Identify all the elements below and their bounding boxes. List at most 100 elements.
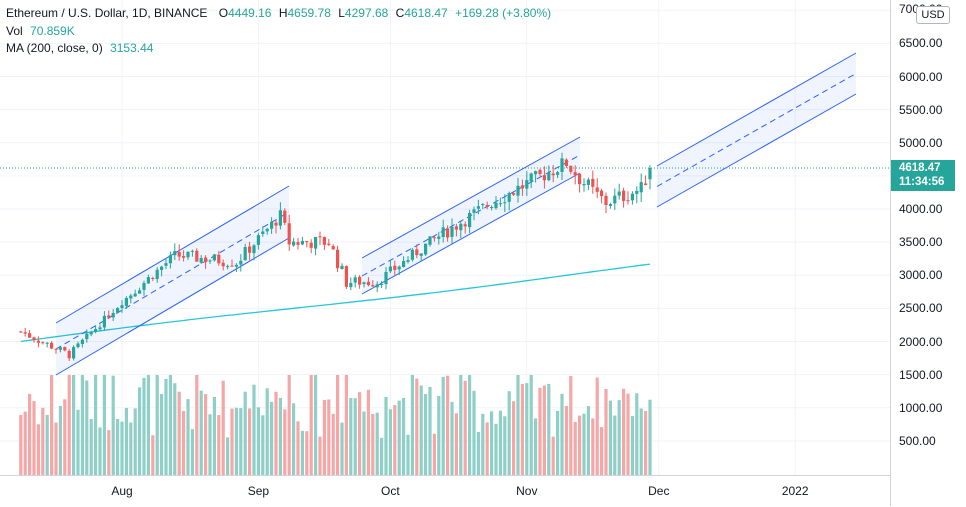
candle-body [314,236,318,249]
volume-bar [314,375,318,475]
candle-body [142,282,146,290]
candle-body [89,332,93,335]
candle-body [556,172,560,175]
candle-body [45,342,49,344]
bar-countdown: 11:34:56 [899,176,945,188]
candle-body [463,224,467,227]
volume-bar [516,375,520,475]
volume-bar [72,375,76,475]
volume-bar [76,409,80,475]
volume-bar [582,413,586,475]
candle-body [230,265,234,267]
volume-bar [226,437,230,475]
volume-bar [98,427,102,475]
candle-body [529,173,533,182]
candle-body [560,158,564,172]
candle-body [520,185,524,189]
volume-bar [459,375,463,475]
volume-bar [168,375,172,475]
legend-close-value: 4618.47 [404,6,448,20]
candle-body [278,210,282,226]
price-tick: 6000.00 [899,69,943,84]
channel-lower-line [55,237,290,376]
volume-bar [608,400,612,475]
price-axis[interactable]: 6500.006000.005500.005000.004500.004000.… [890,0,966,506]
candle-body [573,172,577,176]
candle-body [393,265,397,270]
channel-upper-line [361,136,581,259]
candle-body [243,247,247,261]
volume-bar [397,400,401,475]
channel-median-line [55,211,290,350]
volume-bar [89,419,93,475]
volume-bar [252,384,256,475]
volume-bar [569,376,573,475]
legend-open-label: O [218,6,229,20]
candle-body [133,293,137,297]
volume-bar [617,400,621,475]
volume-bar [344,375,348,475]
candle-body [639,182,643,193]
chart-plot-area[interactable]: Ethereum / U.S. Dollar, 1D, BINANCE O444… [0,0,890,475]
candle-body [199,258,203,263]
candle-body [116,308,120,313]
candle-body [204,257,208,263]
candle-body [428,236,432,245]
candle-body [76,343,80,348]
candle-body [80,339,84,344]
volume-bar [265,388,269,475]
time-tick: Sep [247,484,270,498]
candle-body [265,228,269,232]
currency-button[interactable]: USD [916,6,950,24]
volume-bar [630,416,634,475]
volume-bar [322,399,326,475]
volume-bar [437,395,441,475]
time-tick: 2022 [781,484,809,498]
gridlines [0,0,890,475]
candle-body [402,260,406,267]
candle-body [283,210,287,223]
candle-body [173,251,177,256]
volume-bar [613,415,617,475]
volume-bar [120,421,124,475]
volume-bar [190,429,194,475]
candle-body [512,193,516,195]
candle-body [186,251,190,258]
last-price-label: 4618.47 11:34:56 [891,160,955,191]
candle-body [322,237,326,245]
volume-bar [45,414,49,475]
price-tick: 3000.00 [899,268,943,283]
legend-low-value: 4297.68 [344,6,389,20]
candle-body [94,329,98,333]
legend-volume-row[interactable]: Vol 70.859K [6,24,75,38]
volume-bar [410,375,414,475]
volume-bar [402,397,406,475]
candle-body [564,159,568,166]
time-axis[interactable]: Aug Sep Oct Nov Dec 2022 [0,475,890,507]
candle-body [366,281,370,286]
volume-bar [270,401,274,475]
candle-body [437,236,441,239]
candle-body [371,285,375,287]
candle-body [644,183,648,185]
legend-ma-row[interactable]: MA (200, close, 0) 3153.44 [6,41,153,55]
candle-body [613,195,617,204]
volume-bar [230,408,234,475]
candlestick-chart[interactable] [0,0,890,475]
candle-body [538,169,542,174]
channel-upper-line [55,185,290,324]
volume-bar [94,375,98,475]
legend-symbol[interactable]: Ethereum / U.S. Dollar, 1D, BINANCE [6,6,208,20]
candle-body [388,266,392,272]
volume-bar [19,414,23,475]
candle-body [248,246,252,253]
candle-body [111,313,115,318]
volume-bar [151,435,155,475]
price-tick: 500.00 [899,433,936,448]
candle-body [331,246,335,250]
candle-body [217,254,221,264]
volume-bar [221,380,225,475]
volume-bar [186,399,190,475]
candle-body [608,204,612,206]
volume-bar [243,391,247,475]
